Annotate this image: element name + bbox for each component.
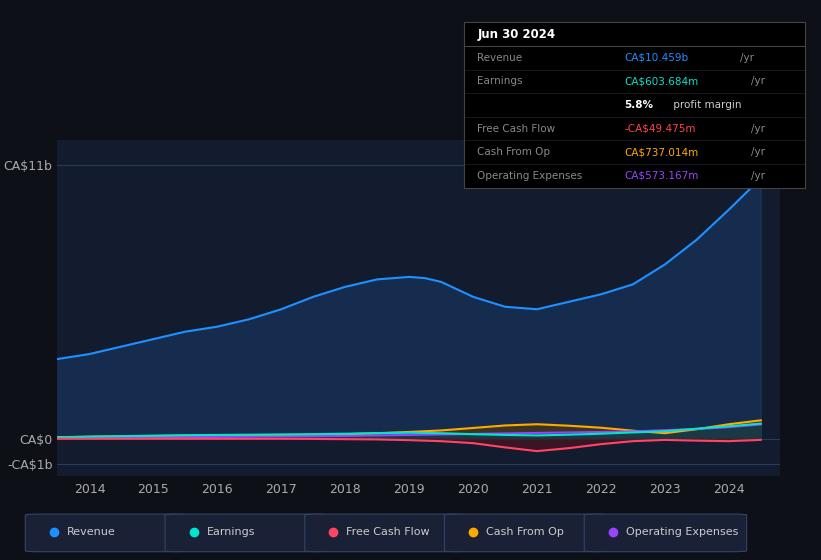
FancyBboxPatch shape <box>25 514 188 552</box>
Text: Jun 30 2024: Jun 30 2024 <box>478 27 556 41</box>
Text: /yr: /yr <box>751 76 765 86</box>
Text: Operating Expenses: Operating Expenses <box>478 171 583 181</box>
Text: /yr: /yr <box>751 124 765 134</box>
FancyBboxPatch shape <box>305 514 467 552</box>
Text: CA$573.167m: CA$573.167m <box>624 171 699 181</box>
Text: profit margin: profit margin <box>670 100 742 110</box>
Text: /yr: /yr <box>751 171 765 181</box>
Text: -CA$49.475m: -CA$49.475m <box>624 124 695 134</box>
Text: Cash From Op: Cash From Op <box>486 527 564 537</box>
Text: Earnings: Earnings <box>207 527 255 537</box>
Text: CA$737.014m: CA$737.014m <box>624 147 698 157</box>
Text: Revenue: Revenue <box>67 527 116 537</box>
FancyBboxPatch shape <box>444 514 607 552</box>
Text: Revenue: Revenue <box>478 53 523 63</box>
Text: Earnings: Earnings <box>478 76 523 86</box>
FancyBboxPatch shape <box>165 514 328 552</box>
Text: Free Cash Flow: Free Cash Flow <box>346 527 430 537</box>
Text: CA$10.459b: CA$10.459b <box>624 53 688 63</box>
Text: 5.8%: 5.8% <box>624 100 653 110</box>
Text: /yr: /yr <box>751 147 765 157</box>
Text: Free Cash Flow: Free Cash Flow <box>478 124 556 134</box>
Text: /yr: /yr <box>740 53 754 63</box>
Text: Cash From Op: Cash From Op <box>478 147 551 157</box>
FancyBboxPatch shape <box>585 514 746 552</box>
Text: CA$603.684m: CA$603.684m <box>624 76 698 86</box>
Text: Operating Expenses: Operating Expenses <box>626 527 738 537</box>
